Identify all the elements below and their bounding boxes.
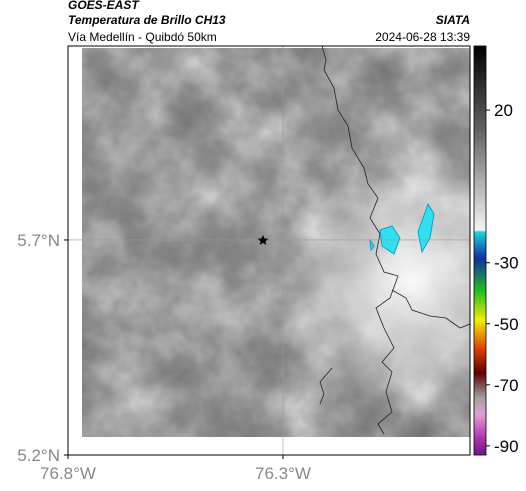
x-tick-label: 76.8°W [40, 464, 96, 483]
boundary [391, 289, 471, 329]
colorbar-label: -90 [494, 437, 519, 456]
y-tick-label: 5.7°N [17, 231, 60, 250]
datetime: 2024-06-28 13:39 [375, 30, 470, 44]
location-marker [257, 235, 269, 245]
colorbar-label: 20 [494, 101, 513, 120]
colorbar-label: -70 [494, 376, 519, 395]
boundary [319, 367, 333, 405]
agency: SIATA [436, 13, 470, 27]
region: Vía Medellín - Quibdó 50km [68, 30, 217, 44]
boundary [321, 45, 399, 435]
colorbar-label: -50 [494, 315, 519, 334]
y-tick-label: 5.2°N [17, 446, 60, 465]
colorbar [473, 45, 487, 456]
source: GOES-EAST [68, 0, 140, 12]
map-frame [67, 45, 471, 456]
cloud-bright [82, 48, 470, 437]
product: Temperatura de Brillo CH13 [68, 13, 226, 27]
colorbar-label: -30 [494, 254, 519, 273]
x-tick-label: 76.3°W [255, 464, 311, 483]
cold-cloud-tops [369, 202, 435, 255]
